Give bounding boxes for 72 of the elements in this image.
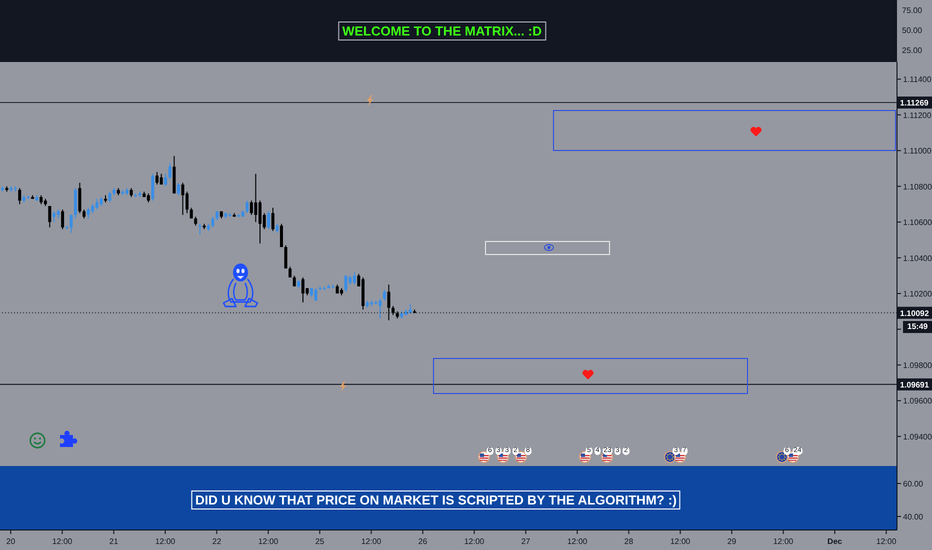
x-tick-label: 12:00	[567, 537, 588, 546]
text: 25.00	[902, 46, 922, 56]
x-tick-label: 22	[212, 537, 222, 546]
candlestick	[86, 207, 90, 219]
candlestick	[246, 200, 249, 214]
y-tick-label: 1.09400	[903, 432, 932, 442]
x-tick-label: 12:00	[464, 537, 485, 546]
candlestick	[18, 188, 22, 205]
x-tick-label: 25	[315, 537, 325, 546]
x-tick-label: 12:00	[876, 537, 897, 546]
candlestick	[211, 216, 214, 228]
x-tick-label: 12:00	[52, 537, 73, 546]
candlestick	[151, 173, 154, 202]
candlestick	[344, 275, 348, 292]
x-tick-label: 12:00	[258, 537, 279, 546]
x-tick-label: 12:00	[773, 537, 794, 546]
y-tick-label: 1.10800	[903, 182, 932, 192]
y-tick-label: 1.11200	[903, 110, 932, 120]
candlestick	[280, 223, 283, 248]
candlestick	[168, 162, 172, 180]
text: 15:49	[907, 322, 928, 331]
y-tick-label: 1.10400	[903, 254, 932, 263]
x-tick-label: 12:00	[361, 537, 382, 546]
x-tick-label: 21	[109, 537, 119, 546]
y-tick-label: 1.11000	[903, 146, 932, 156]
candlestick	[78, 182, 82, 214]
ref-line-label: 1.11269	[900, 98, 930, 108]
candlestick	[181, 182, 184, 216]
candlestick	[48, 205, 52, 228]
candlestick	[156, 172, 159, 186]
candlestick	[284, 244, 288, 269]
x-tick-label: 12:00	[155, 537, 176, 546]
candlestick	[382, 289, 386, 302]
y-tick-label: 1.09800	[903, 360, 932, 370]
candlestick	[95, 198, 98, 210]
y2-tick-label: 40.00	[903, 512, 924, 522]
candlestick	[378, 298, 382, 320]
ref-line-label: 1.10092	[900, 308, 930, 318]
candlestick	[292, 275, 296, 287]
x-tick-label: 12:00	[670, 537, 691, 546]
y-tick-label: 1.09600	[903, 396, 932, 406]
text: 50.00	[902, 26, 922, 35]
candlestick	[70, 214, 73, 234]
candlestick	[108, 191, 112, 203]
candlestick	[288, 266, 292, 278]
y-tick-label: 1.10600	[903, 218, 932, 228]
candlestick	[176, 182, 180, 196]
x-tick-label: 27	[521, 537, 531, 546]
candlestick	[387, 284, 390, 321]
candlestick	[198, 223, 202, 236]
candlestick	[190, 207, 193, 219]
x-tick-label: 26	[418, 537, 428, 546]
candlestick	[250, 200, 253, 216]
x-tick-label: 20	[6, 537, 16, 546]
candlestick	[254, 173, 258, 223]
x-tick-label: Dec	[827, 537, 843, 546]
text: 75.00	[902, 6, 922, 15]
candlestick	[301, 276, 304, 303]
candlestick	[271, 207, 274, 232]
candlestick	[267, 210, 270, 230]
candlestick	[352, 272, 356, 286]
y2-tick-label: 60.00	[903, 479, 924, 488]
x-tick-label: 28	[624, 537, 634, 546]
y-tick-label: 1.11400	[903, 75, 932, 84]
ref-line-label: 1.09691	[900, 380, 930, 390]
annotation: DID U KNOW THAT PRICE ON MARKET IS SCRIPTED BY THE ALGORITHM? :)	[195, 492, 677, 508]
x-tick-label: 29	[727, 537, 737, 546]
text: WELCOME TO THE MATRIX... :D	[342, 24, 542, 38]
candlestick	[314, 288, 318, 302]
y-tick-label: 1.10200	[903, 290, 932, 298]
candlestick	[164, 173, 168, 187]
candlestick	[61, 209, 64, 230]
